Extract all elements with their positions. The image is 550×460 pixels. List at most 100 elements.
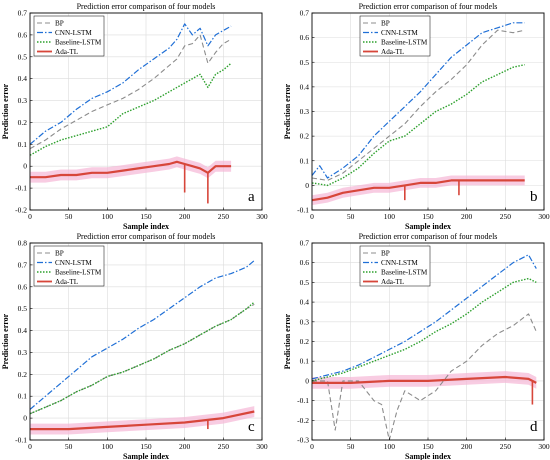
y-tick-label: 0.7	[300, 239, 310, 248]
x-tick-label: 200	[179, 212, 191, 221]
x-axis-label: Sample index	[123, 222, 169, 231]
error-band	[312, 175, 525, 206]
y-tick-label: 0.7	[300, 9, 310, 18]
chart-panel-d: 0 50 100 150 200 250 300 -0.3 -0.2 -0.1 0 0.1 0.2 0.3…	[283, 232, 550, 460]
chart-panel-b: 0 50 100 150 200 250 300-0.100.10.20.30.40.50.…	[283, 2, 550, 231]
x-tick-label: 150	[140, 442, 152, 451]
panel-label: b	[530, 189, 538, 205]
y-tick-label: 0.7	[18, 260, 28, 269]
legend-entry: BP	[381, 20, 390, 28]
y-tick-label: 0	[23, 162, 27, 171]
legend-entry: Baseline-LSTM	[55, 269, 102, 277]
x-tick-label: 250	[218, 442, 230, 451]
y-axis-label: Prediction error	[1, 313, 10, 369]
y-tick-label: 0.5	[18, 52, 28, 61]
y-tick-label: 0	[23, 414, 27, 423]
x-tick-label: 200	[461, 442, 473, 451]
y-tick-label: 0.8	[18, 239, 28, 248]
x-tick-label: 50	[347, 212, 355, 221]
series-line-ada-tl	[312, 375, 537, 384]
series-line-cnn-lstm	[29, 23, 232, 145]
x-tick-label: 0	[310, 212, 314, 221]
x-tick-label: 300	[538, 212, 550, 221]
x-tick-label: 250	[500, 212, 512, 221]
series-line-cnn-lstm	[311, 254, 537, 380]
series-line-baseline-lstm	[29, 301, 255, 415]
series-line-baseline-lstm	[311, 277, 537, 382]
x-tick-label: 100	[384, 442, 396, 451]
y-tick-label: 0	[305, 376, 309, 385]
y-tick-label: 0.1	[300, 156, 310, 165]
chart-title: Prediction error comparison of four mode…	[359, 232, 498, 241]
y-tick-label: -0.1	[15, 436, 27, 445]
series-line-bp	[311, 29, 525, 181]
x-tick-label: 50	[65, 212, 73, 221]
legend-entry: Ada-TL	[381, 278, 404, 286]
y-tick-label: 0.1	[300, 357, 310, 366]
y-tick-label: 0.3	[300, 317, 310, 326]
legend-entry: Baseline-LSTM	[381, 39, 428, 47]
x-axis-label: Sample index	[405, 452, 451, 460]
panel-label: c	[248, 419, 255, 435]
y-tick-label: 0	[305, 181, 309, 190]
y-tick-label: -0.1	[297, 206, 309, 215]
y-tick-label: -0.3	[297, 436, 309, 445]
y-axis-label: Prediction error	[1, 83, 10, 139]
x-tick-label: 250	[218, 212, 230, 221]
legend-entry: BP	[55, 250, 64, 258]
x-tick-label: 200	[461, 212, 473, 221]
y-tick-label: 0.3	[18, 348, 28, 357]
y-tick-label: 0.1	[18, 392, 28, 401]
x-tick-label: 150	[140, 212, 152, 221]
y-tick-label: 0.5	[300, 58, 310, 67]
series-line-bp	[29, 34, 232, 150]
chart-title: Prediction error comparison of four mode…	[359, 2, 498, 11]
series-line-ada-tl	[311, 179, 525, 202]
x-tick-label: 0	[310, 442, 314, 451]
x-tick-label: 200	[179, 442, 191, 451]
y-tick-label: 0.2	[300, 132, 310, 141]
y-tick-label: 0.4	[300, 82, 310, 91]
x-tick-label: 150	[422, 442, 434, 451]
y-tick-label: 0.4	[300, 298, 310, 307]
series-line-cnn-lstm	[29, 260, 255, 410]
series-line-ada-tl	[30, 160, 232, 179]
x-tick-label: 0	[28, 212, 32, 221]
y-tick-label: 0.4	[18, 74, 28, 83]
x-tick-label: 100	[102, 212, 114, 221]
y-tick-label: 0.5	[300, 278, 310, 287]
legend-entry: CNN-LSTM	[55, 259, 92, 267]
y-tick-label: 0.7	[18, 9, 28, 18]
legend-entry: Baseline-LSTM	[381, 269, 428, 277]
panel-label: d	[530, 419, 538, 435]
series-line-cnn-lstm	[311, 22, 525, 179]
series-line-bp	[312, 313, 537, 441]
x-tick-label: 250	[500, 442, 512, 451]
legend-entry: Ada-TL	[55, 278, 78, 286]
legend-entry: Baseline-LSTM	[55, 39, 102, 47]
y-axis-label: Prediction error	[283, 313, 292, 369]
legend-entry: Ada-TL	[55, 48, 78, 56]
legend-entry: BP	[381, 250, 390, 258]
x-tick-label: 300	[256, 442, 268, 451]
chart-title: Prediction error comparison of four mode…	[77, 232, 216, 241]
legend-entry: CNN-LSTM	[55, 29, 92, 37]
y-tick-label: 0.6	[18, 282, 28, 291]
x-tick-label: 100	[384, 212, 396, 221]
y-tick-label: 0.3	[18, 96, 28, 105]
panel-label: a	[248, 189, 255, 205]
y-tick-label: 0.6	[300, 33, 310, 42]
y-tick-label: 0.1	[18, 140, 28, 149]
x-axis-label: Sample index	[123, 452, 169, 460]
legend-entry: BP	[55, 20, 64, 28]
series-line-baseline-lstm	[29, 62, 232, 156]
x-tick-label: 300	[256, 212, 268, 221]
y-axis-label: Prediction error	[283, 83, 292, 139]
x-axis-label: Sample index	[405, 222, 451, 231]
y-tick-label: -0.1	[15, 184, 27, 193]
x-tick-label: 150	[422, 212, 434, 221]
